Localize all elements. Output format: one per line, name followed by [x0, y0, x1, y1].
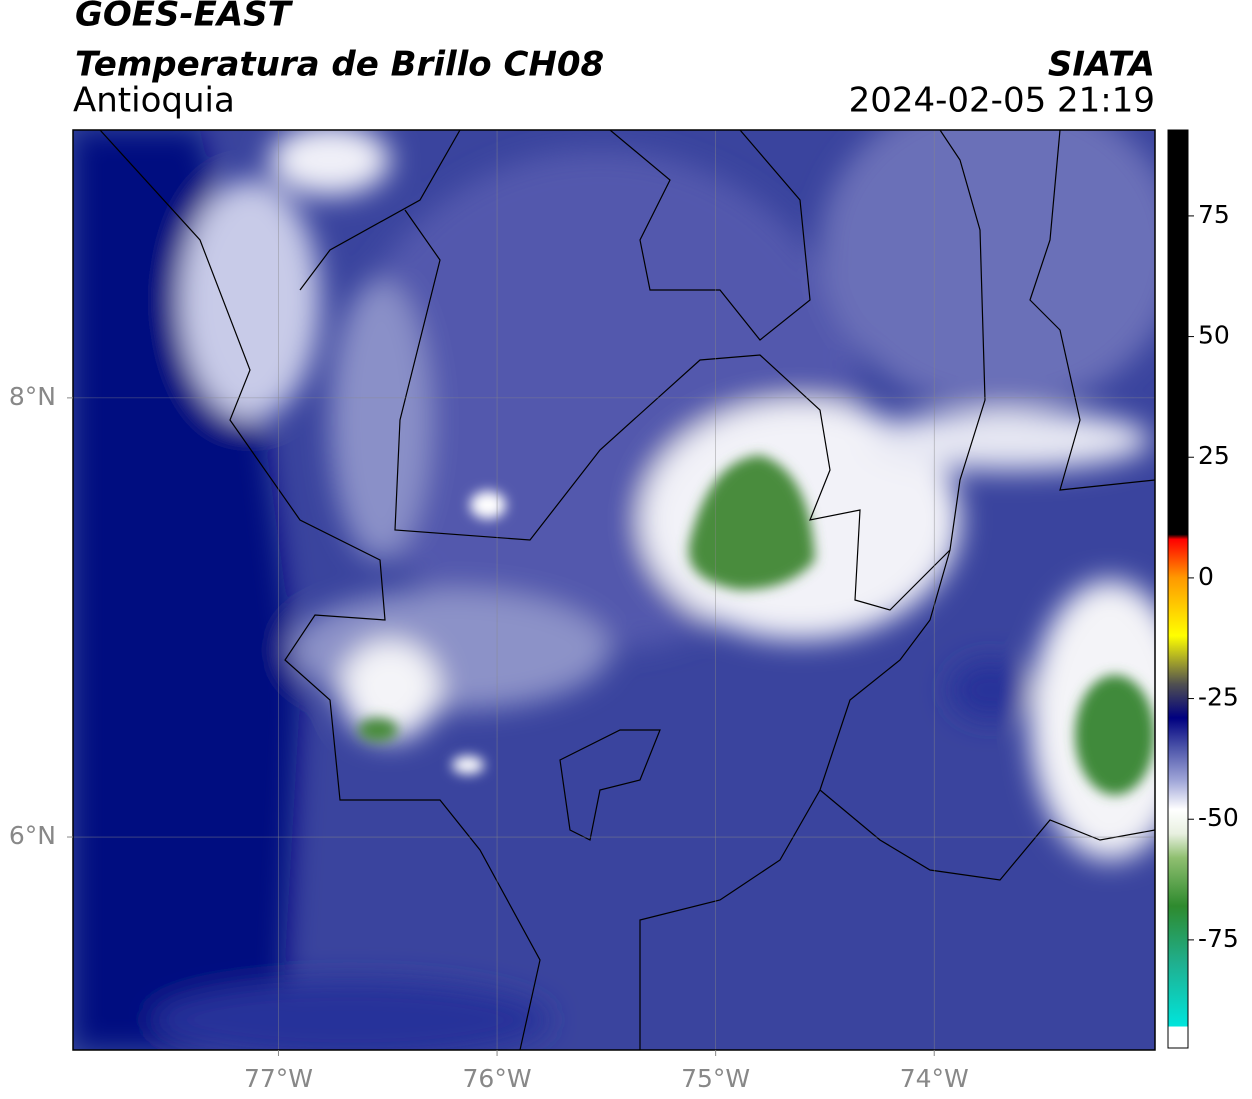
source: SIATA — [1048, 45, 1155, 85]
x-tick-label: 77°W — [244, 1064, 313, 1093]
x-tick-label: 75°W — [681, 1064, 750, 1093]
colorbar — [1167, 129, 1189, 1049]
map-frame — [72, 129, 1156, 1051]
x-tick-label: 76°W — [463, 1064, 532, 1093]
colorbar-tick-label: -25 — [1198, 683, 1239, 712]
x-tick-label: 74°W — [900, 1064, 969, 1093]
grid — [73, 130, 1155, 1050]
timestamp: 2024-02-05 21:19 — [849, 81, 1155, 121]
colorbar-tick-label: -50 — [1198, 803, 1239, 832]
y-tick-label: 8°N — [9, 382, 56, 411]
colorbar-tick-label: 25 — [1198, 441, 1230, 470]
subtitle: Temperatura de Brillo CH08 — [75, 45, 604, 85]
title: GOES-EAST — [75, 0, 294, 35]
colorbar-tick-label: 75 — [1198, 200, 1230, 229]
colorbar-tick-label: 0 — [1198, 562, 1214, 591]
colorbar-tick-label: -75 — [1198, 924, 1239, 953]
map-field — [73, 130, 1155, 1050]
y-tick-label: 6°N — [9, 821, 56, 850]
region: Antioquia — [73, 81, 235, 121]
colorbar-tick-label: 50 — [1198, 321, 1230, 350]
